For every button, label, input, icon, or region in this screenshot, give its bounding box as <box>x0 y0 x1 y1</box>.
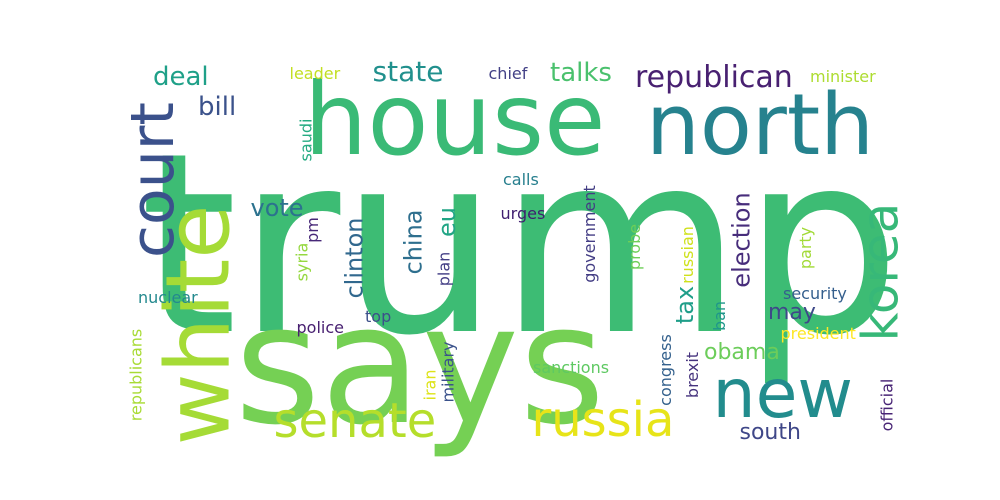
word-sanctions: sanctions <box>533 358 610 377</box>
word-state: state <box>372 55 444 88</box>
word-deal: deal <box>153 62 209 92</box>
word-official: official <box>876 378 896 432</box>
word-security: security <box>783 284 847 303</box>
word-house: house <box>304 61 606 178</box>
word-may: may <box>768 300 816 325</box>
word-leader: leader <box>289 64 341 83</box>
word-plan: plan <box>433 251 453 287</box>
word-party: party <box>796 226 816 270</box>
word-iran: iran <box>419 369 439 401</box>
word-calls: calls <box>503 170 539 189</box>
word-urges: urges <box>500 204 546 223</box>
word-clinton: clinton <box>340 217 369 299</box>
word-korea: korea <box>850 202 909 342</box>
word-syria: syria <box>291 242 311 282</box>
word-pm: pm <box>302 217 322 243</box>
word-ban: ban <box>710 300 730 332</box>
word-president: president <box>780 324 856 343</box>
word-election: election <box>727 192 756 288</box>
word-china: china <box>399 209 427 275</box>
word-nuclear: nuclear <box>138 288 198 307</box>
word-court: court <box>117 102 188 258</box>
word-new: new <box>712 355 854 434</box>
word-chief: chief <box>488 64 528 83</box>
word-congress: congress <box>655 334 675 406</box>
word-military: military <box>438 341 458 403</box>
word-russian: russian <box>677 226 697 284</box>
word-saudi: saudi <box>295 118 315 162</box>
word-eu: eu <box>432 207 461 237</box>
word-north: north <box>646 75 875 175</box>
word-vote: vote <box>250 194 304 222</box>
word-minister: minister <box>810 67 876 86</box>
word-obama: obama <box>704 340 780 365</box>
word-senate: senate <box>273 393 437 449</box>
word-tax: tax <box>671 285 700 325</box>
word-top: top <box>365 307 392 326</box>
word-says: says <box>234 268 606 461</box>
word-republican: republican <box>635 60 793 95</box>
word-bill: bill <box>198 92 237 122</box>
word-south: south <box>739 420 801 445</box>
word-probe: probe <box>625 223 645 271</box>
word-russia: russia <box>531 392 675 448</box>
word-police: police <box>296 318 344 337</box>
word-talks: talks <box>550 58 612 88</box>
word-republicans: republicans <box>125 328 145 422</box>
word-government: government <box>579 185 599 283</box>
word-brexit: brexit <box>683 351 703 399</box>
word-trump: trump <box>139 99 901 390</box>
